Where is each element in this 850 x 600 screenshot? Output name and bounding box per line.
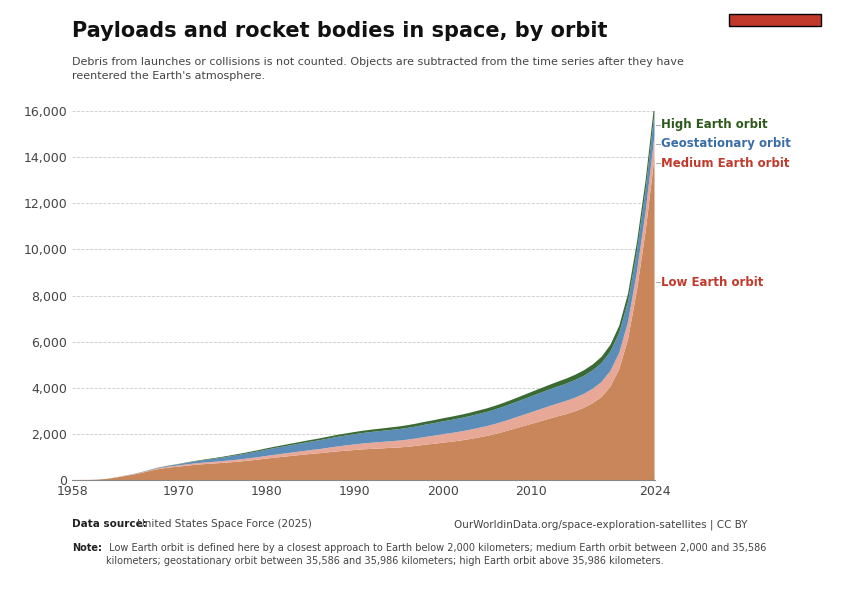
Text: Low Earth orbit: Low Earth orbit [661, 275, 763, 289]
Text: Geostationary orbit: Geostationary orbit [661, 137, 791, 151]
Text: High Earth orbit: High Earth orbit [661, 118, 768, 131]
Text: Note:: Note: [72, 543, 102, 553]
FancyBboxPatch shape [729, 14, 821, 26]
Text: Data source:: Data source: [72, 519, 147, 529]
Text: Our World: Our World [750, 37, 801, 46]
Text: United States Space Force (2025): United States Space Force (2025) [134, 519, 312, 529]
Text: Low Earth orbit is defined here by a closest approach to Earth below 2,000 kilom: Low Earth orbit is defined here by a clo… [106, 543, 767, 566]
Text: Medium Earth orbit: Medium Earth orbit [661, 157, 790, 170]
Text: Debris from launches or collisions is not counted. Objects are subtracted from t: Debris from launches or collisions is no… [72, 57, 684, 81]
Text: in Data: in Data [756, 52, 794, 61]
Text: OurWorldinData.org/space-exploration-satellites | CC BY: OurWorldinData.org/space-exploration-sat… [455, 519, 748, 529]
Text: Payloads and rocket bodies in space, by orbit: Payloads and rocket bodies in space, by … [72, 21, 608, 41]
